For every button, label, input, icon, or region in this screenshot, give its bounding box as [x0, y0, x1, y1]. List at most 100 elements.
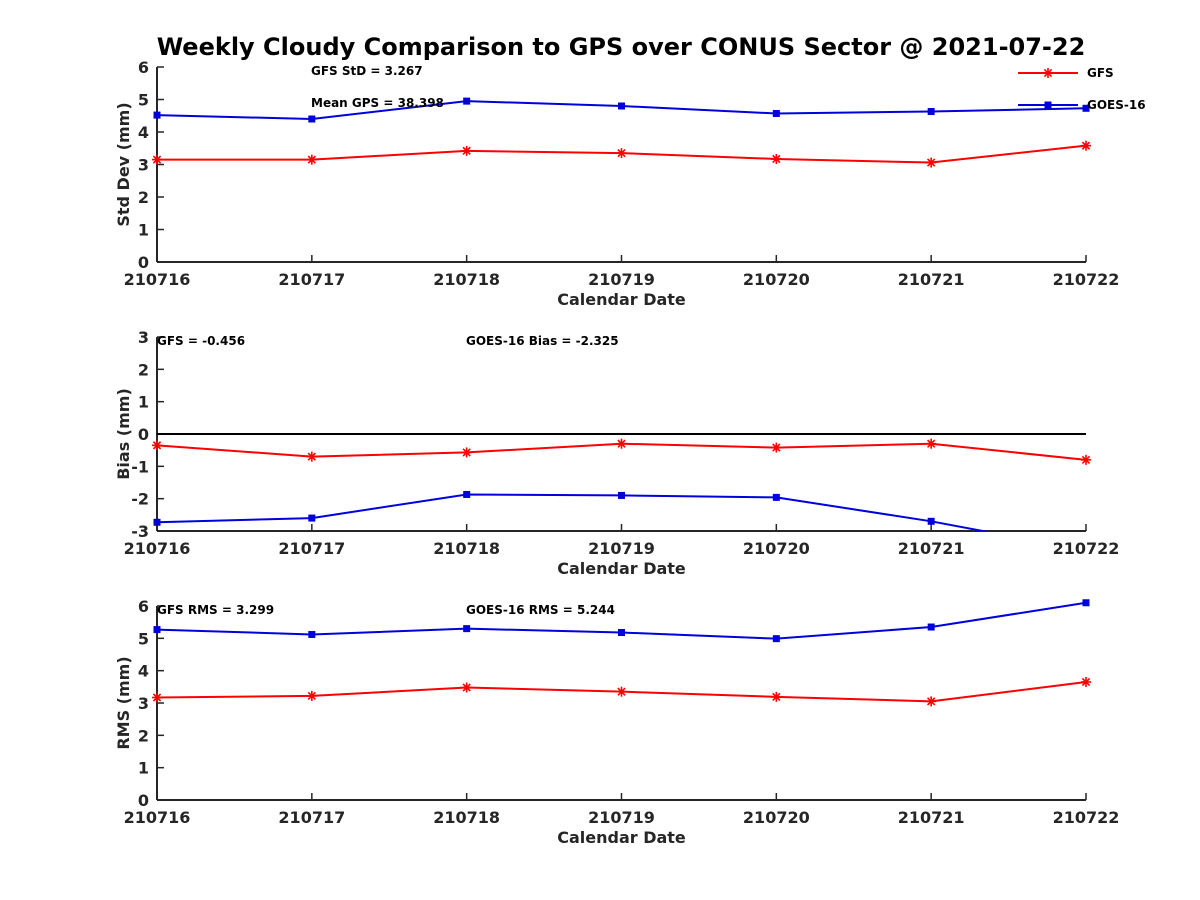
data-point-goes-16: [308, 630, 316, 638]
y-tick-label: 5: [138, 91, 149, 110]
data-point-gfs: [616, 438, 627, 449]
data-point-gfs: [616, 686, 627, 697]
data-point-gfs: [461, 447, 472, 458]
y-tick-label: 0: [138, 791, 149, 810]
y-tick-label: 2: [138, 360, 149, 379]
data-point-gfs: [771, 442, 782, 453]
y-tick-label: 6: [138, 58, 149, 77]
data-point-gfs: [926, 696, 937, 707]
chart-panel-1: 0 1 2 3 4 5 6 210716 210717 210718 210719 210720 210…: [114, 58, 1119, 309]
data-point-goes-16: [618, 629, 625, 637]
x-tick-label: 210721: [898, 539, 965, 558]
data-point-goes-16: [618, 491, 625, 499]
legend: GFS GOES-16: [1018, 66, 1146, 112]
legend-item-gfs: GFS: [1018, 66, 1114, 80]
data-point-gfs: [461, 145, 472, 156]
x-tick-label: 210722: [1053, 808, 1120, 827]
data-point-gfs: [152, 440, 162, 451]
x-tick-label: 210720: [743, 270, 810, 289]
chart-panel-3: 0 1 2 3 4 5 6 210716 210717 210718 210719 210720 210…: [114, 597, 1119, 847]
x-tick-label: 210718: [433, 270, 500, 289]
x-tick-label: 210720: [743, 808, 810, 827]
y-tick-label: 4: [138, 662, 149, 681]
data-point-gfs: [1081, 676, 1091, 687]
legend-label: GFS: [1087, 66, 1114, 80]
y-tick-label: 0: [138, 425, 149, 444]
data-point-gfs: [306, 451, 317, 462]
y-tick-label: 1: [138, 221, 149, 240]
x-tick-label: 210719: [588, 270, 655, 289]
y-tick-label: 2: [138, 188, 149, 207]
stat-annotation: GOES-16 RMS = 5.244: [466, 603, 615, 617]
data-point-goes-16: [618, 102, 625, 110]
legend-item-goes-16: GOES-16: [1018, 98, 1146, 112]
x-axis-label: Calendar Date: [557, 828, 686, 847]
data-point-gfs: [771, 153, 782, 164]
y-tick-label: -2: [131, 490, 149, 509]
data-point-gfs: [926, 438, 937, 449]
data-point-goes-16: [153, 626, 161, 634]
x-tick-label: 210717: [278, 808, 345, 827]
data-point-gfs: [1081, 140, 1091, 151]
x-tick-label: 210716: [124, 270, 191, 289]
x-tick-label: 210720: [743, 539, 810, 558]
data-point-goes-16: [153, 518, 161, 526]
data-point-goes-16: [927, 108, 935, 116]
data-point-goes-16: [1082, 599, 1090, 607]
data-point-gfs: [152, 154, 162, 165]
data-point-goes-16: [1082, 104, 1090, 112]
data-point-goes-16: [772, 635, 780, 643]
x-tick-label: 210722: [1053, 539, 1120, 558]
stat-annotation: GOES-16 Bias = -2.325: [466, 334, 619, 348]
x-tick-label: 210721: [898, 270, 965, 289]
y-tick-label: 0: [138, 253, 149, 272]
x-tick-label: 210719: [588, 539, 655, 558]
x-tick-label: 210719: [588, 808, 655, 827]
x-tick-label: 210721: [898, 808, 965, 827]
stat-annotation: GFS StD = 3.267: [311, 64, 423, 78]
x-tick-label: 210716: [124, 808, 191, 827]
legend-label: GOES-16: [1087, 98, 1146, 112]
data-point-goes-16: [772, 493, 780, 501]
y-tick-label: -3: [131, 522, 149, 541]
x-tick-label: 210717: [278, 539, 345, 558]
data-point-gfs: [926, 157, 937, 168]
chart-panel-2: -3 -2 -1 0 1 2 3 210716 210717 210718 210719 210720…: [114, 328, 1119, 578]
data-point-gfs: [306, 154, 317, 165]
stat-annotation: GFS RMS = 3.299: [157, 603, 274, 617]
stat-annotation: Mean GPS = 38.398: [311, 96, 444, 110]
data-point-gfs: [616, 148, 627, 159]
stat-annotation: GFS = -0.456: [157, 334, 245, 348]
y-tick-label: 2: [138, 726, 149, 745]
x-axis-label: Calendar Date: [557, 559, 686, 578]
series-group: [152, 97, 1091, 168]
series-group: [152, 438, 1091, 531]
data-point-gfs: [461, 682, 472, 693]
data-point-goes-16: [772, 109, 780, 117]
data-point-goes-16: [927, 517, 935, 525]
y-axis-label: RMS (mm): [114, 656, 133, 749]
y-tick-label: 3: [138, 156, 149, 175]
x-axis-label: Calendar Date: [557, 290, 686, 309]
data-point-gfs: [306, 690, 317, 701]
y-axis-label: Bias (mm): [114, 388, 133, 480]
legend-marker: [1044, 101, 1052, 109]
y-tick-label: 6: [138, 597, 149, 616]
y-tick-label: 1: [138, 759, 149, 778]
y-tick-label: -1: [131, 457, 149, 476]
y-tick-label: 1: [138, 393, 149, 412]
data-point-goes-16: [927, 623, 935, 631]
data-point-goes-16: [153, 111, 161, 119]
x-tick-label: 210718: [433, 539, 500, 558]
x-tick-label: 210717: [278, 270, 345, 289]
y-tick-label: 3: [138, 694, 149, 713]
data-point-goes-16: [308, 115, 316, 123]
data-point-gfs: [771, 691, 782, 702]
data-point-goes-16: [463, 625, 471, 633]
y-axis-label: Std Dev (mm): [114, 102, 133, 226]
figure-title: Weekly Cloudy Comparison to GPS over CON…: [157, 33, 1086, 61]
data-point-gfs: [152, 692, 162, 703]
data-point-gfs: [1081, 454, 1091, 465]
data-point-goes-16: [463, 490, 471, 498]
